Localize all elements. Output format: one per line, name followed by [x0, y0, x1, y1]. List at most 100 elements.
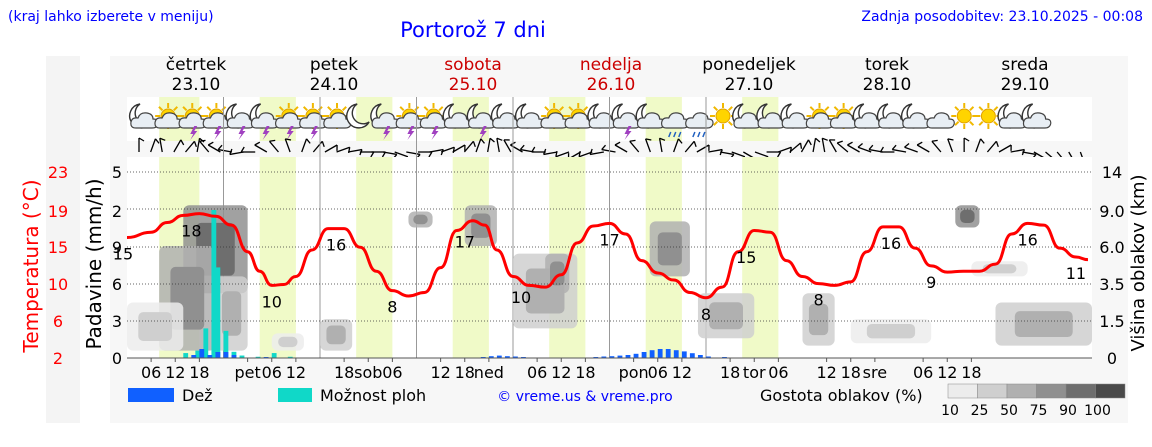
- x-tick-label: 06: [527, 363, 547, 382]
- cloud-core: [138, 312, 173, 341]
- rain-bar: [488, 356, 494, 358]
- precip-axis-label: Padavine (mm/h): [82, 178, 106, 349]
- legend-storm-swatch: [278, 388, 312, 402]
- rain-bar: [706, 356, 711, 358]
- temp-label: 16: [881, 234, 901, 253]
- temperature-labels: 15 18 10 16 8 17 10 17 8 15 8 16 9 16 11: [113, 222, 1086, 324]
- legend-cloud-title: Gostota oblakov (%): [760, 386, 923, 405]
- temp-tick: 15: [48, 238, 68, 257]
- wind-barb: [828, 139, 837, 153]
- x-tick-label: sre: [863, 363, 887, 382]
- wind-barb: [496, 137, 503, 153]
- wind-barb: [975, 138, 985, 153]
- day-date-0: 23.10: [172, 75, 221, 95]
- wind-barb: [916, 141, 930, 153]
- cloud-core: [413, 214, 428, 225]
- temp-label: 10: [511, 288, 531, 307]
- storm-bar: [223, 330, 229, 358]
- temperature-axis: 23 19 15 10 6 2: [48, 163, 68, 368]
- cloud-core: [221, 291, 242, 336]
- wind-barb: [240, 146, 256, 153]
- cloud-scale-swatch: [1095, 383, 1126, 399]
- x-tick-label: 12: [937, 363, 957, 382]
- rain-bar: [601, 356, 607, 358]
- wind-barb: [555, 150, 570, 158]
- menu-hint-link[interactable]: (kraj lahko izberete v meniju): [8, 9, 214, 25]
- weather-icon-moon-cloud: [876, 103, 907, 129]
- wind-barb: [891, 144, 907, 153]
- cloud-scale-label: 100: [1084, 403, 1111, 419]
- wind-barb: [196, 137, 205, 153]
- temperature-line: [126, 212, 1089, 300]
- weather-icon-sun-storm: [419, 103, 449, 140]
- wind-barb: [821, 137, 828, 153]
- weather-icon-moon-cloud: [997, 103, 1028, 129]
- precip-tick: 3: [112, 312, 122, 331]
- day-date-4: 27.10: [725, 75, 774, 95]
- weather-icon-moon-storm: [370, 103, 400, 140]
- weather-icons-row: [128, 103, 1052, 140]
- rain-bar: [215, 352, 221, 358]
- precip-tick: 5: [112, 163, 122, 182]
- day-name-5: torek: [865, 55, 909, 75]
- temp-label: 15: [113, 245, 133, 264]
- wind-barb: [812, 137, 821, 153]
- rain-bar: [496, 355, 502, 358]
- rain-bar: [199, 349, 205, 358]
- weather-icon-moon-cloud: [128, 103, 159, 129]
- x-tick-label: 06: [913, 363, 933, 382]
- legend-rain-label: Dež: [182, 386, 213, 405]
- x-tick-label: 06: [262, 363, 282, 382]
- cloud-scale-swatch: [1065, 383, 1096, 399]
- weather-icon-moon-cloud: [514, 103, 545, 129]
- rain-bar: [665, 349, 671, 358]
- temp-tick: 10: [48, 275, 68, 294]
- wind-barb: [672, 138, 683, 153]
- wind-barb: [199, 139, 210, 153]
- storm-bar: [195, 350, 201, 358]
- rain-bar: [504, 356, 510, 358]
- wind-barb: [184, 140, 198, 153]
- wind-barb: [658, 137, 666, 153]
- cloud-core: [657, 232, 682, 266]
- x-tick-label: pet: [234, 363, 260, 382]
- wind-barb: [644, 138, 652, 153]
- wind-barb: [847, 141, 860, 153]
- wind-barb: [789, 142, 803, 153]
- cloud-tick: 9.0: [1099, 202, 1124, 221]
- x-tick-label: 12: [672, 363, 692, 382]
- weather-icon-moon-storm: [249, 103, 280, 140]
- cloud-density-scale: 10 25 50 75 90 100: [941, 383, 1126, 419]
- cloud-tick: 14: [1102, 163, 1122, 182]
- temp-label: 17: [455, 233, 475, 252]
- wind-barb: [963, 137, 970, 152]
- wind-barb: [879, 146, 895, 153]
- weather-icon-sun-cloud: [805, 103, 835, 129]
- wind-barb: [150, 138, 160, 153]
- x-tick-label: 18: [720, 363, 740, 382]
- temp-label: 9: [926, 273, 936, 292]
- x-tick-label: 18: [334, 363, 354, 382]
- rain-bar: [649, 350, 655, 358]
- rain-bar: [697, 355, 703, 358]
- cloud-core: [326, 325, 346, 345]
- wind-barb: [487, 137, 495, 153]
- rain-bar: [633, 353, 639, 358]
- day-date-2: 25.10: [449, 75, 498, 95]
- storm-bar: [255, 356, 261, 358]
- legend-storm-label: Možnost ploh: [320, 386, 426, 405]
- wind-barb: [836, 140, 849, 153]
- wind-barb: [931, 139, 942, 153]
- temp-tick: 19: [48, 202, 68, 221]
- credit-link[interactable]: © vreme.us & vreme.pro: [497, 389, 672, 405]
- wind-barb: [601, 144, 616, 153]
- weather-icon-sun: [951, 103, 978, 129]
- temp-label: 17: [599, 230, 619, 249]
- day-band: [259, 157, 296, 358]
- weather-icon-moon-cloud: [1021, 103, 1052, 129]
- weather-icon-moon-storm: [611, 103, 642, 140]
- temp-tick: 2: [53, 349, 63, 368]
- x-tick-label: ned: [474, 363, 504, 382]
